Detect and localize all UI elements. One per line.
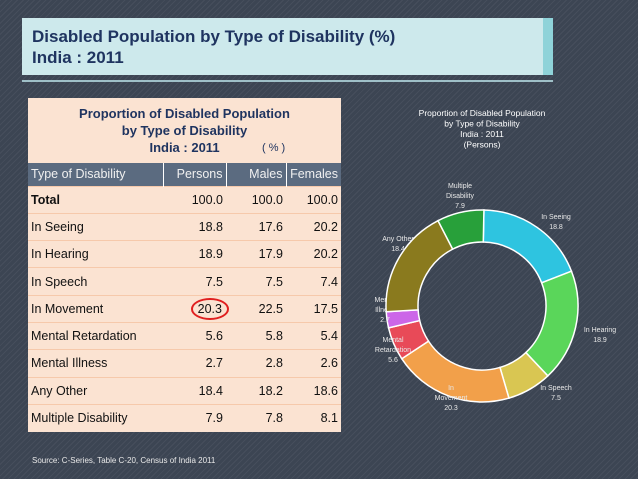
table-cell: 18.8 <box>198 219 223 234</box>
table-cell: 7.4 <box>320 274 338 289</box>
table-row: In Speech 7.5 7.5 7.4 <box>28 267 341 296</box>
table-cell: 20.2 <box>313 219 338 234</box>
table-cell: 100.0 <box>251 192 283 207</box>
table-cell: 2.6 <box>320 356 338 371</box>
divider <box>22 80 553 82</box>
chart-title-line: by Type of Disability <box>444 119 520 129</box>
table-heading-line2: by Type of Disability <box>121 123 248 138</box>
chart-title-line: Proportion of Disabled Population <box>419 108 546 118</box>
table-cell: 18.2 <box>258 383 283 398</box>
slice-category-label: In Seeing <box>541 214 571 221</box>
slice-value-label: 7.5 <box>551 395 561 402</box>
slice-category-label: Multiple <box>448 183 472 190</box>
slice-value-label: 18.4 <box>391 246 405 253</box>
table-cell: 2.7 <box>205 356 223 371</box>
table-row: Mental Illness 2.7 2.8 2.6 <box>28 349 341 378</box>
table-cell: 18.6 <box>313 383 338 398</box>
table-cell: 2.8 <box>265 356 283 371</box>
slice-value-label: 2.7 <box>380 317 390 324</box>
donut-slice <box>400 340 510 403</box>
table-cell: 5.8 <box>265 329 283 344</box>
slice-value-label: 7.9 <box>455 203 465 210</box>
table-row: In Seeing 18.8 17.6 20.2 <box>28 213 341 241</box>
table-cell: 17.5 <box>313 301 338 316</box>
table-row: Any Other 18.4 18.2 18.6 <box>28 377 341 405</box>
table-cell: 7.5 <box>205 274 223 289</box>
row-label: In Seeing <box>31 219 84 234</box>
table-cell: 22.5 <box>258 301 283 316</box>
slice-category-label: Illness <box>375 307 395 314</box>
column-header: Persons <box>163 163 227 186</box>
row-label: In Hearing <box>31 247 89 262</box>
column-header: Females <box>290 167 338 182</box>
table-cell: 7.8 <box>265 411 283 426</box>
row-label: Multiple Disability <box>31 411 128 426</box>
row-label: Mental Retardation <box>31 329 137 344</box>
chart-title-line: India : 2011 <box>460 129 504 139</box>
slice-category-label: Mental <box>382 337 403 344</box>
source-note: Source: C-Series, Table C-20, Census of … <box>32 456 216 465</box>
row-label: In Movement <box>31 301 104 316</box>
table-cell: 20.2 <box>313 247 338 262</box>
page-title: Disabled Population by Type of Disabilit… <box>32 27 396 46</box>
table-cell: 5.6 <box>205 329 223 344</box>
table-heading: Proportion of Disabled Population by Typ… <box>28 98 341 163</box>
data-table: Type of Disability Persons Males Females To… <box>28 163 341 432</box>
slice-category-label: Disability <box>446 193 475 200</box>
slice-category-label: In <box>448 385 454 392</box>
slice-value-label: 18.9 <box>593 337 607 344</box>
slice-category-label: In Speech <box>540 385 572 392</box>
disability-table: Proportion of Disabled Population by Typ… <box>28 98 341 432</box>
table-cell: 5.4 <box>320 329 338 344</box>
row-label: In Speech <box>31 274 88 289</box>
slice-category-label: Movement <box>435 395 468 402</box>
column-header: Males <box>226 163 287 186</box>
table-row: Mental Retardation 5.6 5.8 5.4 <box>28 322 341 350</box>
slice-category-label: Any Other <box>382 236 414 243</box>
table-cell: 7.5 <box>265 274 283 289</box>
table-cell: 17.6 <box>258 219 283 234</box>
table-cell: 100.0 <box>306 192 338 207</box>
column-header: Type of Disability <box>28 163 164 186</box>
slice-category-label: In Hearing <box>584 327 616 334</box>
page-subtitle: India : 2011 <box>32 48 124 67</box>
table-heading-line3: India : 2011 <box>149 140 220 155</box>
table-header-row: Type of Disability Persons Males Females <box>28 163 341 186</box>
table-cell: 18.4 <box>198 383 223 398</box>
row-label: Mental Illness <box>31 356 108 371</box>
table-row: In Hearing 18.9 17.9 20.2 <box>28 240 341 268</box>
table-row: Multiple Disability 7.9 7.8 8.1 <box>28 404 341 432</box>
chart-title-line: (Persons) <box>464 140 501 150</box>
table-body: Total 100.0 100.0 100.0 In Seeing 18.8 17.6 20.… <box>28 186 341 432</box>
highlight-circle: 20.3 <box>190 297 229 320</box>
slice-value-label: 18.8 <box>549 224 563 231</box>
table-unit: ( % ) <box>262 142 286 154</box>
table-heading-line1: Proportion of Disabled Population <box>79 106 290 121</box>
slice-value-label: 5.6 <box>388 357 398 364</box>
table-cell: 18.9 <box>198 247 223 262</box>
title-bar: Disabled Population by Type of Disabilit… <box>22 18 553 75</box>
table-cell: 20.3 <box>163 295 229 322</box>
slice-category-label: Retardation <box>375 347 411 354</box>
slice-category-label: Mental <box>374 297 395 304</box>
donut-slice <box>385 219 454 313</box>
table-row: Total 100.0 100.0 100.0 <box>28 186 341 214</box>
table-cell: 17.9 <box>258 247 283 262</box>
donut-slice <box>437 209 485 251</box>
table-cell: 8.1 <box>320 411 338 426</box>
row-label: Total <box>31 192 60 207</box>
row-label: Any Other <box>31 383 88 398</box>
table-cell: 7.9 <box>205 411 223 426</box>
table-cell: 100.0 <box>191 192 223 207</box>
table-row: In Movement 20.3 22.5 17.5 <box>28 295 341 323</box>
slice-value-label: 20.3 <box>444 405 458 412</box>
